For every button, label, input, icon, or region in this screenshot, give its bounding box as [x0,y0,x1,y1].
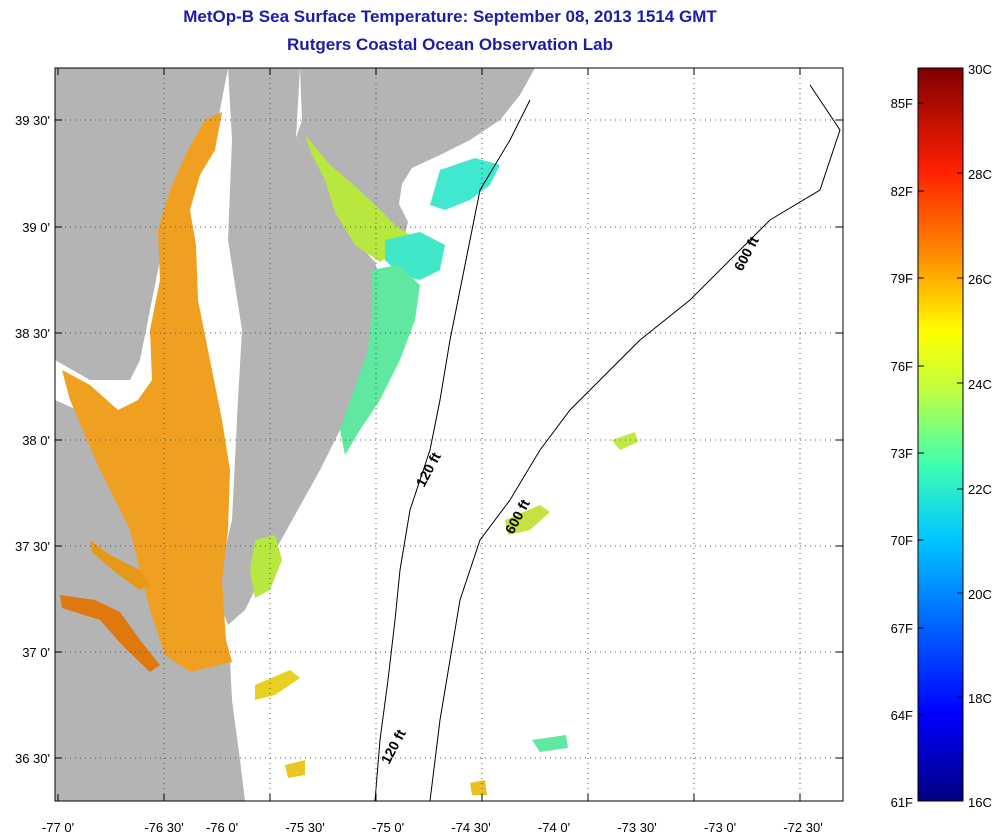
offshore-patch-sst [505,505,550,535]
lat-label: 39 0' [22,220,50,235]
delaware-bay-sst [305,135,410,262]
map-title: MetOp-B Sea Surface Temperature: Septemb… [183,7,717,26]
land-western-shore [55,68,228,380]
potomac-river-sst [60,595,160,672]
colorbar-fahrenheit-label: 70F [891,533,913,548]
contour-label-120ft: 120 ft [378,726,409,766]
lat-label: 37 0' [22,645,50,660]
lon-label: -73 0' [704,820,736,835]
coastal-strip-sst [250,535,282,598]
offshore-patch-sst [532,735,568,752]
contour-120ft [374,99,531,802]
map-subtitle: Rutgers Coastal Ocean Observation Lab [287,35,613,54]
lon-axis: -77 0' -76 30' -76 0' -75 30' -75 0' -74… [42,68,823,835]
delmarva-coastal-sst [340,265,420,455]
lon-label: -76 30' [144,820,183,835]
offshore-patch-sst [285,760,305,778]
colorbar-celsius-label: 26C [968,272,992,287]
colorbar-celsius-label: 30C [968,62,992,77]
contour-label-120ft: 120 ft [413,449,444,489]
lon-label: -72 30' [783,820,822,835]
colorbar-fahrenheit-label: 61F [891,795,913,810]
lon-label: -74 30' [451,820,490,835]
colorbar-celsius-label: 24C [968,377,992,392]
colorbar-celsius-label: 16C [968,795,992,810]
map-grid [55,68,843,801]
lon-label: -75 0' [372,820,404,835]
lat-label: 36 30' [15,751,50,766]
sst-colorbar: 30C 28C 26C 24C 22C 20C 18C 16C 85F 82F … [891,62,992,810]
lat-label: 37 30' [15,539,50,554]
offshore-patch-sst [255,670,300,700]
lat-label: 38 30' [15,326,50,341]
map-frame [54,67,844,802]
colorbar-fahrenheit-label: 79F [891,271,913,286]
lon-label: -74 0' [538,820,570,835]
colorbar-fahrenheit-label: 67F [891,621,913,636]
land-mainland [55,68,535,243]
nj-shelf-sst [430,158,500,210]
lat-axis: 39 30' 39 0' 38 30' 38 0' 37 30' 37 0' 3… [15,113,843,766]
colorbar-fahrenheit-label: 76F [891,359,913,374]
colorbar-celsius-label: 20C [968,587,992,602]
lon-label: -73 30' [617,820,656,835]
colorbar-fahrenheit-label: 64F [891,708,913,723]
offshore-patch-sst [612,432,638,450]
colorbar-celsius-label: 22C [968,482,992,497]
colorbar-celsius-label: 28C [968,167,992,182]
lat-label: 38 0' [22,433,50,448]
lon-label: -75 30' [285,820,324,835]
colorbar-fahrenheit-label: 85F [891,96,913,111]
colorbar-celsius-label: 18C [968,691,992,706]
colorbar-gradient [917,67,964,802]
lat-label: 39 30' [15,113,50,128]
contour-label-600ft: 600 ft [731,233,762,273]
lon-label: -76 0' [206,820,238,835]
chesapeake-bay-sst [62,112,232,672]
colorbar-fahrenheit-label: 73F [891,446,913,461]
lon-label: -77 0' [42,820,74,835]
james-river-sst [90,540,150,590]
offshore-patch-sst [470,780,487,795]
colorbar-fahrenheit-label: 82F [891,184,913,199]
contour-600ft [429,84,841,802]
